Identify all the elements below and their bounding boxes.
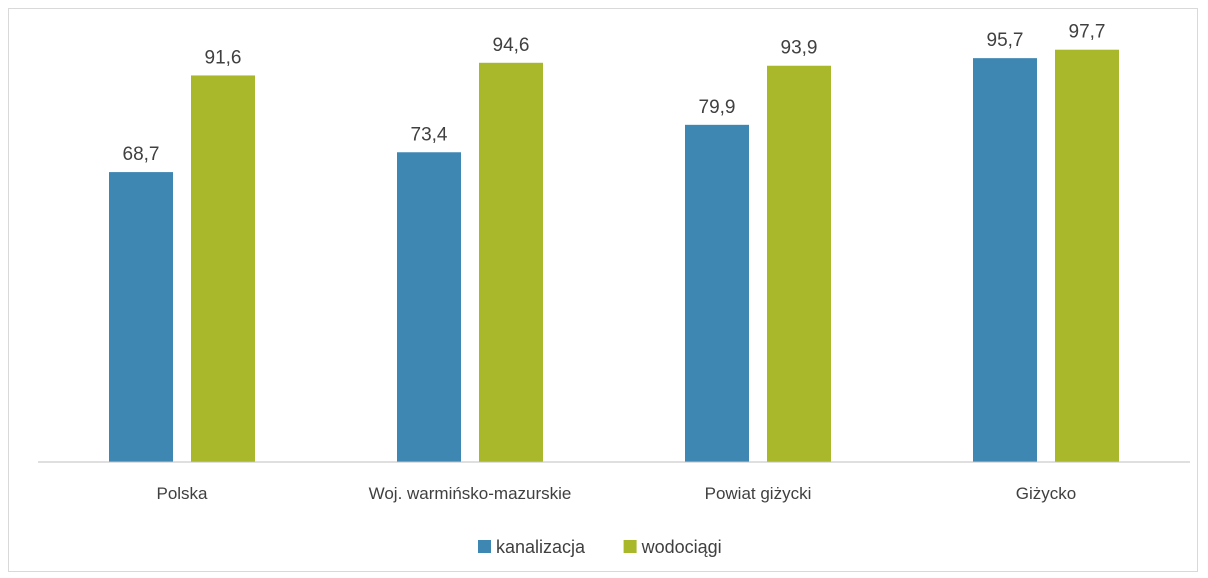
data-label: 93,9 bbox=[781, 38, 818, 59]
bar-wodociągi-3 bbox=[1055, 49, 1119, 463]
legend-swatch-wodociągi bbox=[623, 540, 637, 553]
category-label: Powiat giżycki bbox=[705, 484, 812, 503]
bar-kanalizacja-2 bbox=[685, 124, 749, 463]
legend-label: wodociągi bbox=[641, 537, 722, 557]
data-label: 79,9 bbox=[699, 97, 736, 118]
bars-group bbox=[109, 49, 1119, 463]
category-label: Polska bbox=[156, 484, 208, 503]
data-label: 97,7 bbox=[1069, 22, 1106, 43]
bar-kanalizacja-0 bbox=[109, 172, 173, 462]
bar-wodociągi-2 bbox=[767, 65, 831, 462]
data-label: 68,7 bbox=[123, 144, 160, 165]
category-labels-group: Polska Woj. warmińsko-mazurskie Powiat giż… bbox=[156, 484, 1076, 503]
data-label: 95,7 bbox=[987, 30, 1024, 51]
data-label: 91,6 bbox=[205, 47, 242, 68]
legend: kanalizacja wodociągi bbox=[478, 537, 722, 557]
bar-kanalizacja-3 bbox=[973, 58, 1037, 463]
bar-wodociągi-0 bbox=[191, 75, 255, 462]
legend-swatch-kanalizacja bbox=[478, 540, 491, 553]
category-label: Woj. warmińsko-mazurskie bbox=[369, 484, 572, 503]
category-label: Giżycko bbox=[1016, 484, 1076, 503]
data-label: 94,6 bbox=[493, 35, 530, 56]
legend-label: kanalizacja bbox=[496, 537, 586, 557]
value-labels-group: 68,7 91,6 73,4 94,6 79,9 93,9 95,7 97,7 bbox=[123, 22, 1106, 165]
bar-kanalizacja-1 bbox=[397, 152, 461, 462]
data-label: 73,4 bbox=[411, 124, 448, 145]
bar-wodociągi-1 bbox=[479, 62, 543, 463]
